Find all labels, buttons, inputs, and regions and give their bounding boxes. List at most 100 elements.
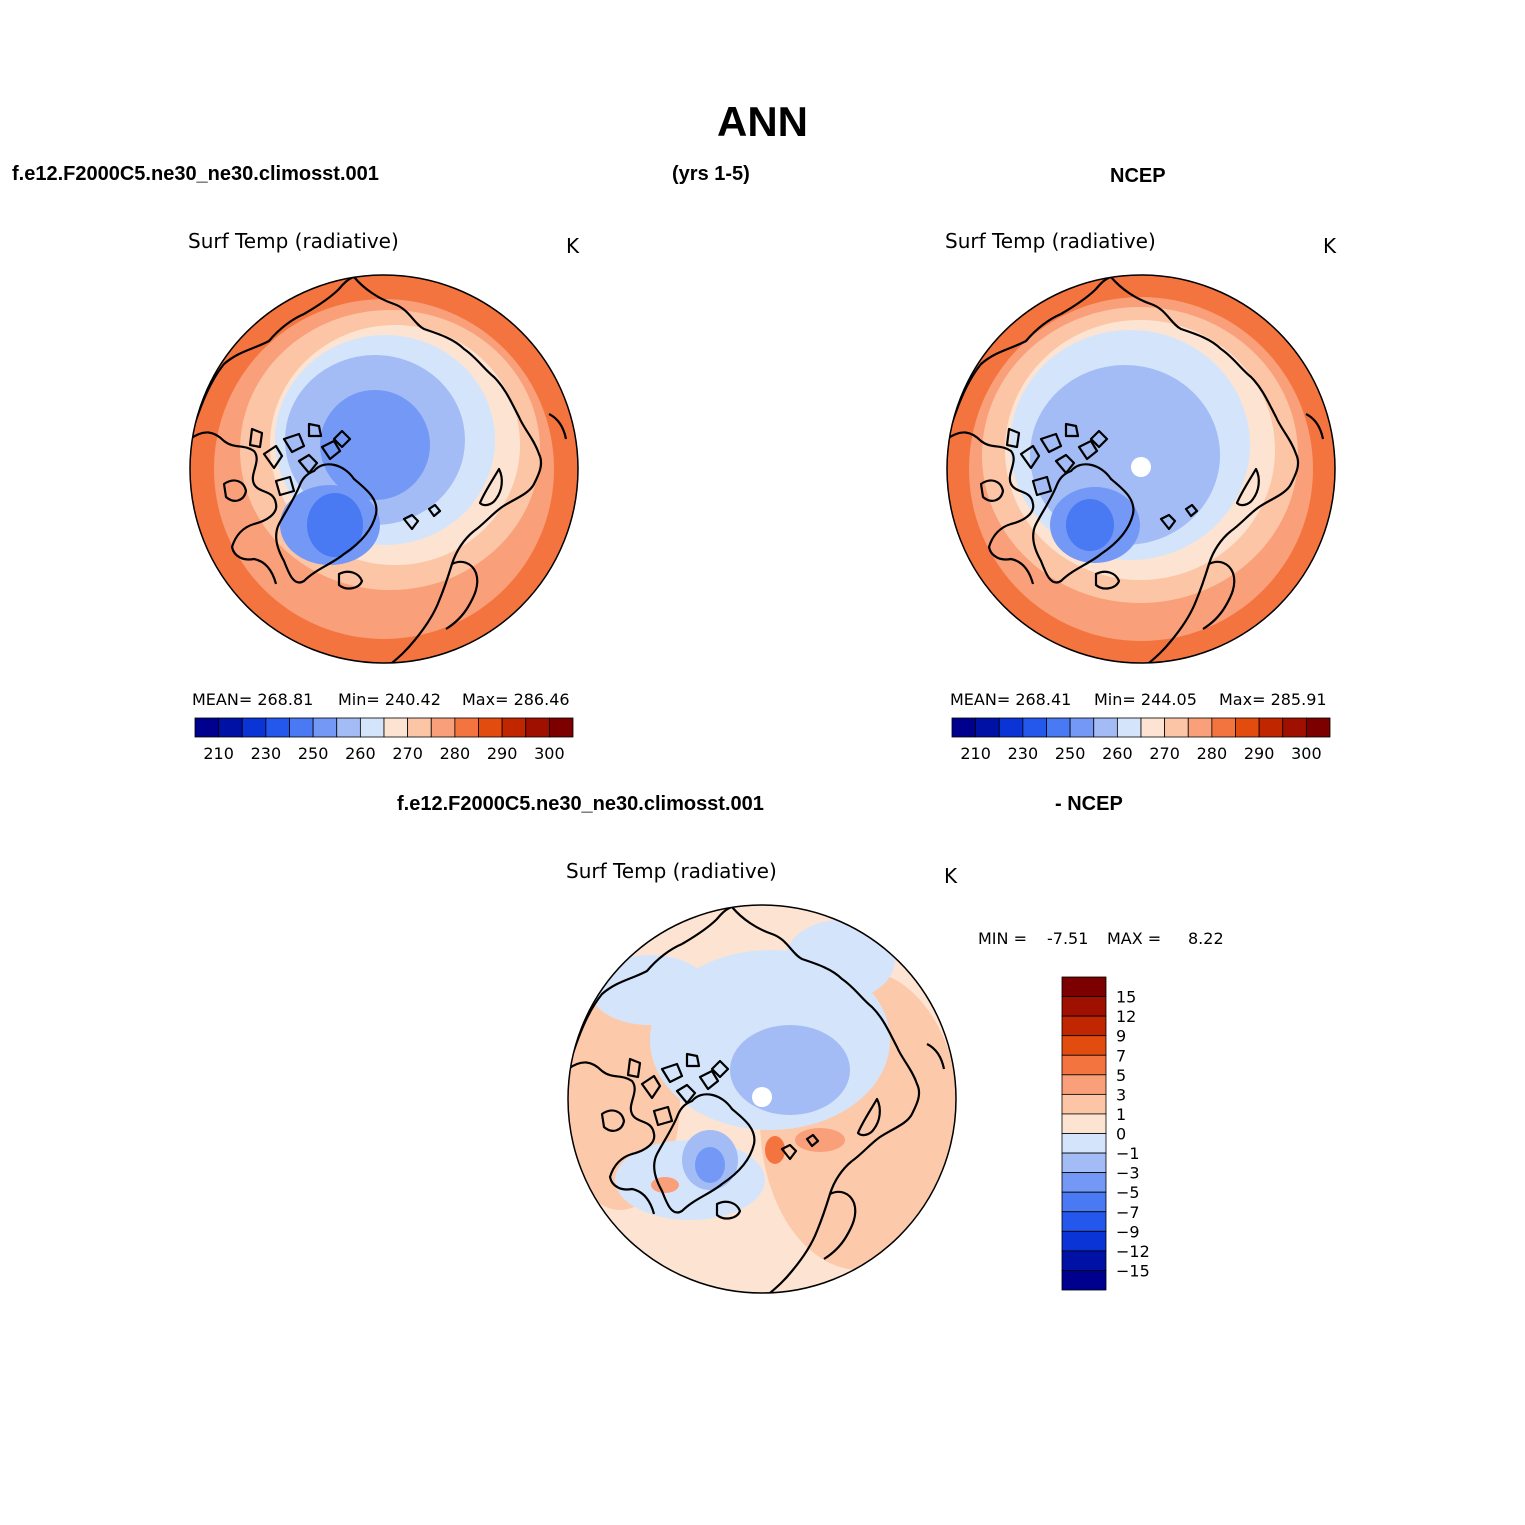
panel2-cbar-swatch-5: [1069, 717, 1095, 738]
case-name-label: f.e12.F2000C5.ne30_ne30.climosst.001: [12, 163, 379, 185]
panel1-cbar-swatch-12: [478, 717, 503, 738]
panel1-cbar-tick-label: 230: [251, 744, 282, 763]
panel1-cbar-swatch-3: [265, 717, 290, 738]
diff-obs-name-label: - NCEP: [1055, 793, 1123, 815]
panel3-cbar-swatch-12: [1061, 1211, 1107, 1232]
panel3-title: Surf Temp (radiative): [566, 859, 777, 883]
panel3-cbar-tick-label: 0: [1116, 1125, 1126, 1144]
panel1-cbar-swatch-15: [548, 717, 574, 738]
panel1-units: K: [566, 234, 580, 258]
panel2-cbar-tick-label: 300: [1291, 744, 1322, 763]
panel1-max: Max= 286.46: [462, 690, 570, 709]
panel2-cbar-swatch-8: [1140, 717, 1166, 738]
panel3-cbar-tick-label: −1: [1116, 1144, 1140, 1163]
panel3-cbar-swatch-6: [1061, 1093, 1107, 1115]
panel3-cbar-swatch-15: [1061, 1270, 1107, 1291]
panel3-cbar-swatch-11: [1061, 1191, 1107, 1213]
panel3-max-value: 8.22: [1188, 929, 1224, 948]
panel3-cbar-tick-label: −12: [1116, 1242, 1150, 1261]
panel2-units: K: [1323, 234, 1337, 258]
panel2-title: Surf Temp (radiative): [945, 229, 1156, 253]
panel3-units: K: [944, 864, 958, 888]
panel1-mean: MEAN= 268.81: [192, 690, 314, 709]
panel1-cbar-tick-label: 250: [298, 744, 329, 763]
panel2-cbar-swatch-11: [1211, 717, 1236, 738]
panel3-cbar-swatch-1: [1061, 996, 1107, 1017]
panel3-cbar-swatch-4: [1061, 1054, 1107, 1076]
panel3-cbar-tick-label: 3: [1116, 1085, 1126, 1104]
panel3-cbar-tick-label: 12: [1116, 1007, 1136, 1026]
diff-case-name-label: f.e12.F2000C5.ne30_ne30.climosst.001: [397, 793, 764, 815]
panel3-cbar-swatch-13: [1061, 1230, 1107, 1252]
panel2-cbar-swatch-14: [1282, 717, 1307, 738]
panel2-cbar-swatch-2: [998, 717, 1024, 738]
panel2-mean: MEAN= 268.41: [950, 690, 1072, 709]
panel2-cbar-swatch-13: [1258, 717, 1284, 738]
panel1-cbar-swatch-9: [407, 717, 432, 738]
panel1-cbar-swatch-7: [359, 717, 385, 738]
panel1-cbar-swatch-8: [383, 717, 409, 738]
panel1-cbar-swatch-6: [336, 717, 361, 738]
panel1-cbar-tick-label: 300: [534, 744, 565, 763]
panel3-cbar-tick-label: 9: [1116, 1027, 1126, 1046]
panel3-min-label: MIN =: [978, 929, 1027, 948]
panel3-cbar-tick-label: 1: [1116, 1105, 1126, 1124]
panel2-cbar-swatch-7: [1116, 717, 1142, 738]
panel3-cbar-swatch-2: [1061, 1015, 1107, 1037]
panel3-map: [568, 905, 956, 1293]
panel2-cbar-tick-label: 230: [1008, 744, 1039, 763]
panel2-map: [947, 275, 1335, 663]
panel1-cbar-tick-label: 270: [392, 744, 423, 763]
panel2-colorbar: 210 230 250 260 270 280 290 300: [951, 717, 1331, 763]
panel3-cbar-tick-label: −3: [1116, 1164, 1140, 1183]
panel1-cbar-swatch-14: [525, 717, 550, 738]
panel2-cbar-swatch-15: [1305, 717, 1331, 738]
main-title: ANN: [717, 98, 808, 145]
panel2-cbar-tick-label: 280: [1197, 744, 1228, 763]
panel2-cbar-tick-label: 210: [960, 744, 991, 763]
panel3-cbar-tick-label: 15: [1116, 988, 1136, 1007]
panel1-cbar-swatch-4: [289, 717, 314, 738]
panel2-cbar-swatch-3: [1022, 717, 1047, 738]
panel3-cbar-swatch-8: [1061, 1133, 1107, 1154]
panel2-cbar-swatch-10: [1187, 717, 1213, 738]
panel1-min: Min= 240.42: [338, 690, 441, 709]
panel3-cbar-swatch-14: [1061, 1250, 1107, 1271]
panel2-cbar-swatch-12: [1235, 717, 1260, 738]
panel1-cbar-swatch-13: [501, 717, 527, 738]
panel2-cbar-tick-label: 270: [1149, 744, 1180, 763]
panel3-cbar-swatch-7: [1061, 1113, 1107, 1134]
panel3-cbar-tick-label: −9: [1116, 1222, 1140, 1241]
panel2-cbar-swatch-0: [951, 717, 977, 738]
panel2-cbar-tick-label: 250: [1055, 744, 1086, 763]
panel3-min-value: -7.51: [1047, 929, 1089, 948]
panel2-cbar-swatch-4: [1046, 717, 1071, 738]
panel3-cbar-tick-label: −15: [1116, 1261, 1150, 1280]
panel1-cbar-swatch-1: [218, 717, 243, 738]
panel1-cbar-swatch-5: [312, 717, 338, 738]
panel3-cbar-tick-label: 7: [1116, 1046, 1126, 1065]
panel1-cbar-swatch-11: [454, 717, 479, 738]
panel3-cbar-swatch-10: [1061, 1172, 1107, 1193]
years-label: (yrs 1-5): [672, 163, 750, 185]
panel1-title: Surf Temp (radiative): [188, 229, 399, 253]
obs-name-label: NCEP: [1110, 165, 1166, 187]
panel2-cbar-swatch-6: [1093, 717, 1118, 738]
panel1-cbar-swatch-10: [430, 717, 456, 738]
panel1-cbar-tick-label: 260: [345, 744, 376, 763]
panel3-cbar-tick-label: −7: [1116, 1203, 1140, 1222]
panel1-colorbar: 210 230 250 260 270 280 290 300: [194, 717, 574, 763]
panel1-cbar-tick-label: 290: [487, 744, 518, 763]
panel2-max: Max= 285.91: [1219, 690, 1327, 709]
panel3-cbar-tick-label: 5: [1116, 1066, 1126, 1085]
panel1-map: [190, 275, 578, 663]
panel3-cbar-swatch-0: [1061, 976, 1107, 997]
panel3-cbar-swatch-5: [1061, 1074, 1107, 1095]
panel3-cbar-swatch-3: [1061, 1035, 1107, 1056]
panel1-cbar-tick-label: 210: [203, 744, 234, 763]
panel2-cbar-tick-label: 290: [1244, 744, 1275, 763]
panel3-cbar-swatch-9: [1061, 1152, 1107, 1174]
panel1-cbar-swatch-2: [241, 717, 267, 738]
